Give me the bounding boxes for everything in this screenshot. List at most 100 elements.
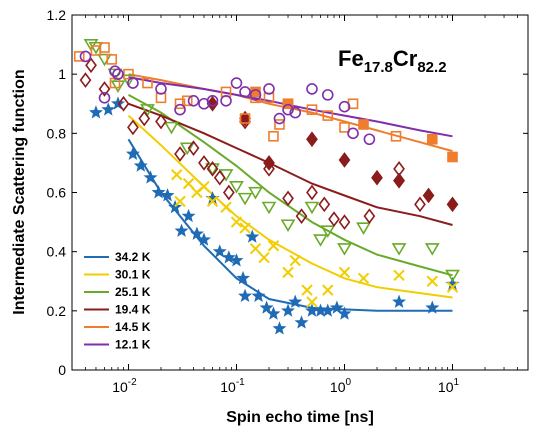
plot-frame	[71, 14, 529, 371]
data-point-filled-14_5-k	[358, 119, 369, 130]
legend: 34.2 K 30.1 K 25.1 K 19.4 K 14.5 K 12.1 K	[84, 250, 151, 352]
data-point-19_4-k	[117, 95, 130, 112]
data-point-34_2-k	[238, 288, 253, 302]
data-point-14_5-k	[106, 54, 118, 65]
fit-line-30_1-k	[127, 114, 453, 299]
data-point-30_1-k	[282, 266, 294, 279]
data-point-14_5-k	[123, 68, 134, 80]
data-point-34_2-k	[288, 294, 303, 308]
data-point-19_4-k	[222, 184, 235, 201]
data-point-filled-19_4-k	[422, 187, 435, 204]
data-point-25_1-k	[304, 201, 320, 215]
data-point-25_1-k	[110, 80, 126, 93]
data-point-30_1-k	[426, 275, 439, 287]
data-point-14_5-k	[174, 98, 186, 110]
data-point-filled-19_4-k	[338, 152, 351, 168]
data-point-19_4-k	[414, 196, 426, 213]
data-point-25_1-k	[337, 243, 352, 256]
data-point-30_1-k	[249, 243, 262, 255]
legend-label-25_1-k: 25.1 K	[115, 285, 151, 299]
data-point-12_1-k	[289, 106, 302, 119]
data-point-19_4-k	[263, 160, 275, 177]
data-point-34_2-k	[320, 303, 335, 317]
data-point-12_1-k	[273, 112, 286, 125]
data-point-19_4-k	[138, 110, 151, 127]
data-point-34_2-k	[294, 315, 309, 329]
data-point-34_2-k	[168, 199, 183, 214]
y-tick-label: 0.2	[47, 303, 67, 319]
data-point-25_1-k	[313, 234, 328, 247]
data-point-12_1-k	[206, 94, 219, 107]
data-point-25_1-k	[248, 186, 263, 200]
data-point-30_1-k	[446, 281, 459, 293]
data-point-34_2-k	[281, 303, 295, 317]
data-point-14_5-k	[339, 122, 350, 133]
data-point-filled-14_5-k	[447, 151, 458, 163]
data-point-25_1-k	[164, 121, 179, 135]
data-point-19_4-k	[174, 146, 186, 162]
data-point-34_2-k	[425, 300, 440, 314]
data-point-14_5-k	[274, 119, 285, 130]
data-point-25_1-k	[261, 201, 277, 215]
data-point-12_1-k	[155, 83, 167, 95]
data-point-30_1-k	[289, 254, 301, 267]
data-point-12_1-k	[282, 103, 294, 116]
fit-line-34_2-k	[127, 138, 453, 312]
legend-label-34_2-k: 34.2 K	[115, 250, 151, 264]
data-point-14_5-k	[239, 113, 251, 124]
data-point-34_2-k	[88, 105, 103, 119]
data-point-12_1-k	[174, 103, 186, 116]
data-point-12_1-k	[338, 100, 351, 113]
data-point-30_1-k	[306, 296, 318, 308]
data-point-12_1-k	[239, 86, 251, 98]
axis-layer: 0 0.2 0.4 0.6 0.8 1 1.2 10-2 10-1 100 101	[47, 7, 529, 395]
data-point-14_5-k	[99, 42, 110, 53]
data-point-filled-14_5-k	[426, 133, 438, 145]
data-point-25_1-k	[320, 225, 336, 238]
data-point-34_2-k	[272, 321, 287, 335]
data-point-19_4-k	[213, 169, 226, 186]
x-tick-label: 100	[330, 377, 352, 395]
data-point-12_1-k	[249, 89, 262, 101]
data-point-12_1-k	[263, 83, 275, 95]
data-point-30_1-k	[239, 222, 251, 234]
data-point-34_2-k	[329, 300, 344, 314]
data-point-filled-19_4-k	[239, 110, 251, 127]
data-point-34_2-k	[236, 270, 251, 285]
data-point-34_2-k	[151, 185, 166, 199]
data-point-30_1-k	[230, 216, 243, 228]
y-axis-label: Intermediate Scattering function	[11, 69, 28, 314]
data-point-19_4-k	[198, 155, 210, 171]
data-point-19_4-k	[306, 184, 318, 201]
data-point-12_1-k	[347, 127, 359, 140]
data-point-25_1-k	[179, 142, 195, 156]
legend-label-19_4-k: 19.4 K	[115, 303, 151, 317]
data-point-34_2-k	[101, 102, 116, 116]
data-point-12_1-k	[230, 77, 243, 89]
y-tick-label: 1.2	[47, 7, 67, 23]
legend-label-30_1-k: 30.1 K	[115, 268, 151, 282]
data-point-25_1-k	[424, 243, 440, 256]
data-point-30_1-k	[258, 251, 270, 264]
data-point-14_5-k	[73, 51, 85, 62]
chart-annotation: Fe17.8Cr82.2	[338, 46, 447, 76]
data-point-19_4-k	[127, 119, 139, 136]
data-point-filled-19_4-k	[306, 131, 318, 148]
data-point-25_1-k	[205, 163, 220, 176]
data-point-14_5-k	[322, 110, 334, 121]
data-point-25_1-k	[356, 222, 371, 235]
data-point-34_2-k	[221, 250, 236, 264]
y-tick-label: 0	[58, 362, 66, 378]
data-point-30_1-k	[267, 240, 280, 252]
data-point-filled-19_4-k	[371, 169, 383, 186]
data-point-30_1-k	[338, 266, 351, 279]
data-point-14_5-k	[181, 95, 193, 107]
data-point-25_1-k	[237, 192, 253, 206]
data-point-30_1-k	[357, 272, 370, 284]
data-point-14_5-k	[142, 77, 153, 89]
data-point-25_1-k	[121, 74, 136, 88]
data-point-filled-19_4-k	[393, 172, 405, 189]
data-point-12_1-k	[187, 94, 200, 107]
y-tick-label: 0.6	[47, 185, 67, 201]
data-point-34_2-k	[174, 223, 189, 237]
